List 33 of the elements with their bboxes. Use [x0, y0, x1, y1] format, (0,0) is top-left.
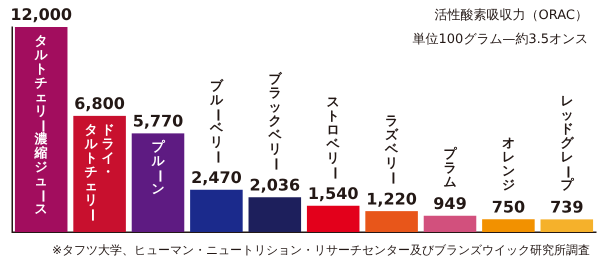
bar	[132, 133, 184, 232]
data-label: 12,000	[10, 5, 72, 24]
bar	[73, 116, 126, 232]
bar	[424, 216, 476, 232]
bar	[540, 219, 594, 232]
chart-subtitle: 単位100グラム—約3.5オンス	[412, 31, 588, 49]
x-tick-label: ストロベリー	[326, 94, 342, 180]
data-label: 2,470	[191, 168, 242, 187]
data-label: 739	[550, 198, 584, 217]
data-label: 6,800	[74, 94, 125, 113]
bar	[248, 197, 302, 232]
bar	[14, 27, 68, 232]
x-tick-label: ブルーベリー	[209, 78, 224, 164]
x-tick-label: プラム	[443, 146, 457, 190]
category-label: タルトチェリー濃縮ジュース	[34, 34, 50, 217]
data-label: 2,036	[249, 175, 300, 194]
chart-title: 活性酸素吸収力（ORAC）	[434, 7, 588, 25]
bar	[365, 211, 418, 232]
bar	[482, 219, 535, 232]
x-tick-label: プルーン	[151, 140, 166, 198]
x-tick-label: レッドグレープ	[560, 94, 575, 194]
data-label: 5,770	[132, 112, 184, 131]
data-label: 1,540	[308, 184, 359, 203]
data-label: 1,220	[366, 189, 417, 208]
x-tick-label: ラズベリー	[384, 114, 400, 186]
bar	[190, 190, 243, 232]
category-label: ドライ・タルトチェリー	[84, 122, 115, 222]
x-tick-label: オレンジ	[501, 136, 516, 194]
data-label: 949	[433, 194, 467, 213]
x-tick-label: ブラックベリー	[268, 72, 283, 172]
bar	[306, 206, 360, 232]
text: ※タフツ大学、ヒューマン・ニュートリション・リサーチセンター及びブランズウイック研究所調査	[52, 242, 590, 259]
data-label: 750	[492, 197, 526, 216]
